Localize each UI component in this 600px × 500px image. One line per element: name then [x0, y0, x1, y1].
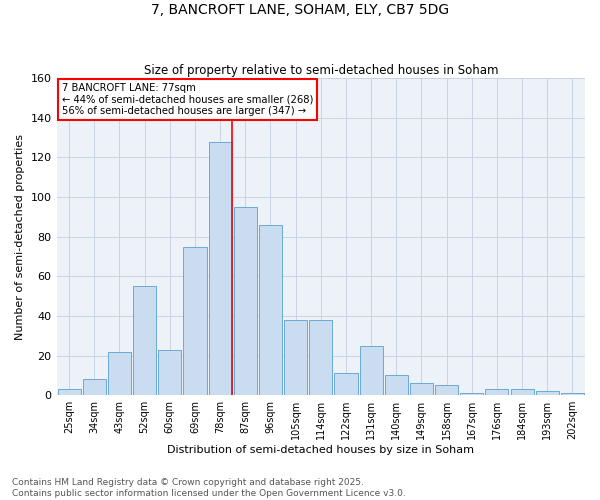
X-axis label: Distribution of semi-detached houses by size in Soham: Distribution of semi-detached houses by …: [167, 445, 474, 455]
Bar: [158, 350, 181, 395]
Bar: [83, 380, 106, 395]
Bar: [334, 374, 358, 395]
Bar: [536, 391, 559, 395]
Bar: [435, 386, 458, 395]
Bar: [309, 320, 332, 395]
Text: Contains HM Land Registry data © Crown copyright and database right 2025.
Contai: Contains HM Land Registry data © Crown c…: [12, 478, 406, 498]
Title: Size of property relative to semi-detached houses in Soham: Size of property relative to semi-detach…: [143, 64, 498, 77]
Bar: [410, 384, 433, 395]
Bar: [184, 246, 206, 395]
Bar: [284, 320, 307, 395]
Bar: [234, 207, 257, 395]
Bar: [359, 346, 383, 395]
Bar: [561, 393, 584, 395]
Bar: [259, 225, 282, 395]
Bar: [209, 142, 232, 395]
Text: 7, BANCROFT LANE, SOHAM, ELY, CB7 5DG: 7, BANCROFT LANE, SOHAM, ELY, CB7 5DG: [151, 2, 449, 16]
Y-axis label: Number of semi-detached properties: Number of semi-detached properties: [15, 134, 25, 340]
Bar: [108, 352, 131, 395]
Text: 7 BANCROFT LANE: 77sqm
← 44% of semi-detached houses are smaller (268)
56% of se: 7 BANCROFT LANE: 77sqm ← 44% of semi-det…: [62, 83, 313, 116]
Bar: [58, 390, 80, 395]
Bar: [460, 393, 484, 395]
Bar: [485, 390, 508, 395]
Bar: [385, 376, 408, 395]
Bar: [133, 286, 156, 395]
Bar: [511, 390, 533, 395]
